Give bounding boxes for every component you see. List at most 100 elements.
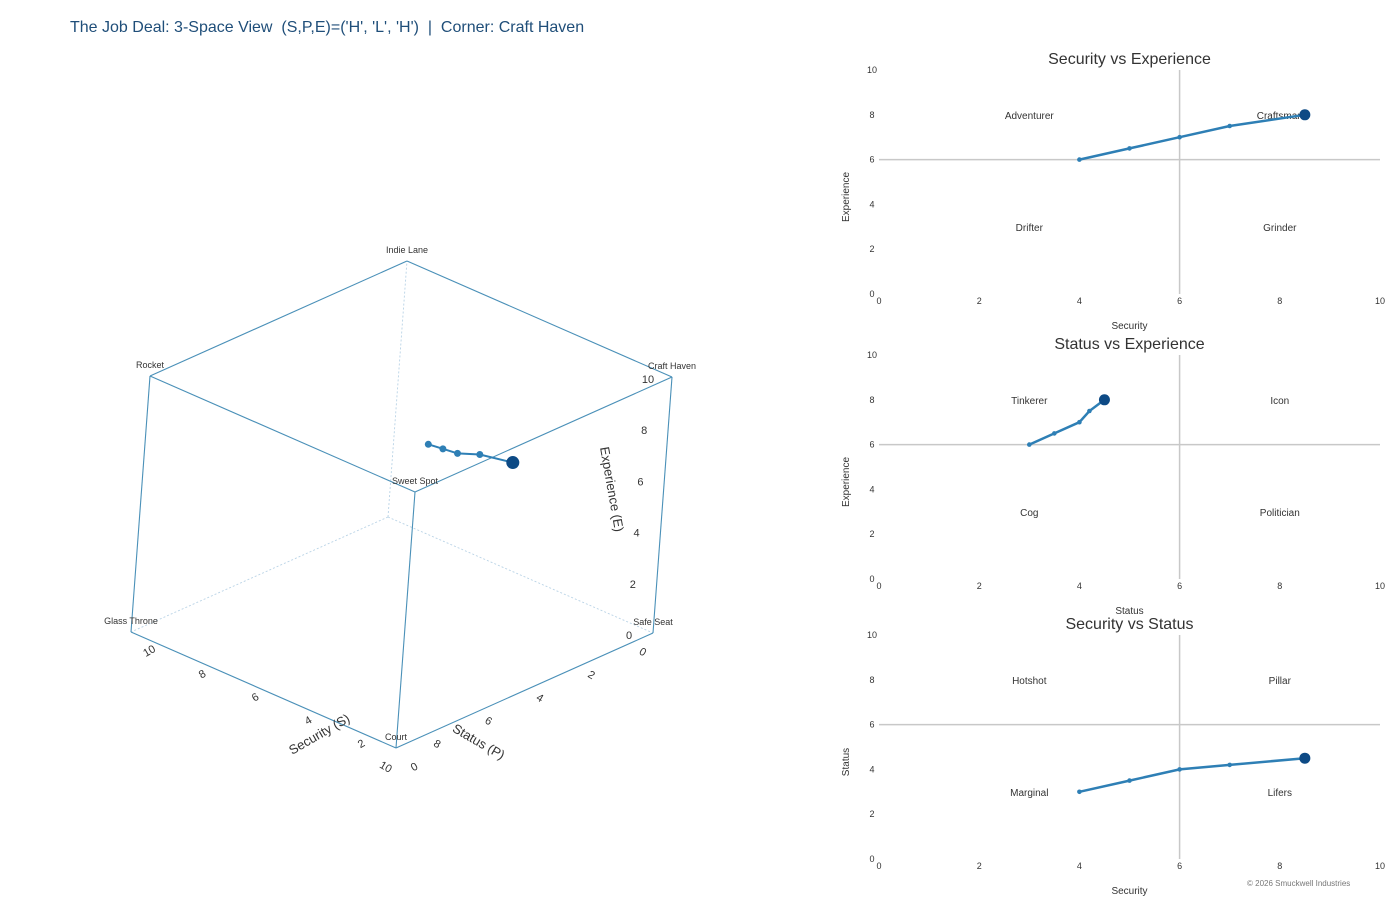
y-tick-labels: 0 2 4 6 8 10 xyxy=(867,630,877,864)
trajectory-line xyxy=(1079,756,1305,794)
trajectory-endpoint xyxy=(1098,394,1110,406)
y-tick-label: 0 xyxy=(869,574,874,584)
trajectory-endpoint xyxy=(1299,752,1311,764)
x-axis-title: Status xyxy=(1115,606,1143,617)
security-tick-label: 2 xyxy=(356,737,367,750)
x-tick-label: 0 xyxy=(876,861,881,871)
experience-tick-label: 6 xyxy=(637,476,643,488)
cube-endpoint xyxy=(506,456,520,470)
y-tick-label: 2 xyxy=(869,809,874,819)
quadrant-label-hotshot: Hotshot xyxy=(1012,676,1047,687)
trajectory xyxy=(1077,752,1311,795)
status-vs-experience-chart[interactable]: Status vs Experience 0 2 4 6 8 10 0 2 4 6 8 10 Status… xyxy=(830,330,1400,620)
status-tick-label: 2 xyxy=(585,669,596,682)
cube-edge xyxy=(149,260,408,377)
quadrant-label-craftsman: Craftsman xyxy=(1257,111,1303,122)
x-tick-label: 2 xyxy=(977,581,982,591)
status-tick-label: 4 xyxy=(534,692,545,705)
cube-edge xyxy=(406,260,673,378)
x-tick-labels: 0 2 4 6 8 10 xyxy=(876,581,1385,591)
y-tick-label: 10 xyxy=(867,630,877,640)
corner-label-safe-seat: Safe Seat xyxy=(633,617,673,627)
trajectory-point xyxy=(1177,134,1182,140)
x-tick-label: 8 xyxy=(1277,296,1282,306)
x-axis-title: Security xyxy=(1111,886,1147,897)
y-tick-label: 4 xyxy=(869,484,874,494)
quadrant-label-adventurer: Adventurer xyxy=(1005,111,1055,122)
cube-edges xyxy=(130,260,673,749)
y-tick-label: 6 xyxy=(869,440,874,450)
x-tick-label: 4 xyxy=(1077,581,1082,591)
y-tick-label: 8 xyxy=(869,395,874,405)
y-tick-labels: 0 2 4 6 8 10 xyxy=(867,65,877,299)
quadrant-label-lifers: Lifers xyxy=(1268,788,1292,799)
copyright-note: © 2026 Smuckwell Industries xyxy=(1247,879,1351,888)
quadrant-label-cog: Cog xyxy=(1020,508,1038,519)
trajectory-point xyxy=(1227,123,1232,129)
security-vs-status-chart[interactable]: Security vs Status 0 2 4 6 8 10 0 2 4 6 8 10 Security… xyxy=(830,610,1400,900)
cube-edge xyxy=(130,516,389,633)
quadrant-dividers xyxy=(879,635,1380,859)
trajectory-point xyxy=(1087,408,1092,414)
xaxis-title: Security (S) xyxy=(286,711,352,758)
y-tick-label: 0 xyxy=(869,289,874,299)
corner-labels: Craft Haven Indie Lane Rocket Sweet Spot Saf… xyxy=(104,245,696,742)
y-tick-label: 4 xyxy=(869,764,874,774)
y-tick-label: 8 xyxy=(869,110,874,120)
security-tick-label: 10 xyxy=(141,643,158,660)
trajectory-point xyxy=(1077,157,1082,162)
quadrant-label-marginal: Marginal xyxy=(1010,788,1048,799)
trajectory-point xyxy=(1127,146,1132,151)
quadrant-labels: Tinkerer Icon Cog Politician xyxy=(1011,396,1300,519)
x-axis-title: Security xyxy=(1111,321,1147,332)
cube-3d-chart[interactable]: Craft Haven Indie Lane Rocket Sweet Spot Saf… xyxy=(0,0,820,900)
x-tick-label: 4 xyxy=(1077,861,1082,871)
x-tick-label: 8 xyxy=(1277,581,1282,591)
panel-title: Security vs Status xyxy=(1065,616,1193,633)
security-vs-experience-chart[interactable]: Security vs Experience 0 2 4 6 8 10 0 2 4 6 8 10 Secu… xyxy=(830,45,1400,335)
quadrant-labels: Hotshot Pillar Marginal Lifers xyxy=(1010,676,1292,799)
y-tick-label: 6 xyxy=(869,720,874,730)
cube-edge xyxy=(395,491,416,749)
status-tick-label: 10 xyxy=(377,759,394,776)
security-tick-label: 8 xyxy=(197,668,208,681)
cube-edge xyxy=(414,376,673,493)
x-tick-labels: 0 2 4 6 8 10 xyxy=(876,296,1385,306)
cube-edge xyxy=(652,376,673,634)
cube-axis-titles: Experience (E) Status (P) Security (S) xyxy=(286,446,627,763)
trajectory-endpoint xyxy=(1299,109,1311,121)
status-tick-label: 6 xyxy=(483,715,494,728)
x-tick-label: 2 xyxy=(977,296,982,306)
experience-tick-label: 8 xyxy=(641,425,647,437)
quadrant-label-icon: Icon xyxy=(1270,396,1289,407)
y-tick-labels: 0 2 4 6 8 10 xyxy=(867,350,877,584)
y-tick-label: 10 xyxy=(867,350,877,360)
security-tick-label: 0 xyxy=(409,761,420,774)
x-tick-label: 2 xyxy=(977,861,982,871)
security-tick-label: 6 xyxy=(250,691,261,704)
x-tick-label: 6 xyxy=(1177,861,1182,871)
trajectory-point xyxy=(1227,762,1232,768)
y-tick-label: 6 xyxy=(869,155,874,165)
yaxis-title: Status (P) xyxy=(450,721,508,763)
security-tick-label: 4 xyxy=(303,714,314,727)
x-tick-labels: 0 2 4 6 8 10 xyxy=(876,861,1385,871)
quadrant-label-drifter: Drifter xyxy=(1016,223,1044,234)
x-tick-label: 0 xyxy=(876,296,881,306)
corner-label-rocket: Rocket xyxy=(136,360,165,370)
panel-title: Status vs Experience xyxy=(1054,336,1204,353)
trajectory-point xyxy=(1052,431,1057,436)
x-tick-label: 4 xyxy=(1077,296,1082,306)
cube-edge xyxy=(395,632,654,749)
zaxis-title: Experience (E) xyxy=(597,446,627,533)
cube-edge xyxy=(387,260,408,518)
y-tick-label: 4 xyxy=(869,199,874,209)
page-title: The Job Deal: 3-Space View (S,P,E)=('H',… xyxy=(70,19,585,36)
y-tick-label: 0 xyxy=(869,854,874,864)
corner-label-indie-lane: Indie Lane xyxy=(386,245,428,255)
x-tick-label: 8 xyxy=(1277,861,1282,871)
cube-edge xyxy=(387,516,654,634)
experience-tick-label: 0 xyxy=(626,630,632,642)
y-tick-label: 8 xyxy=(869,675,874,685)
